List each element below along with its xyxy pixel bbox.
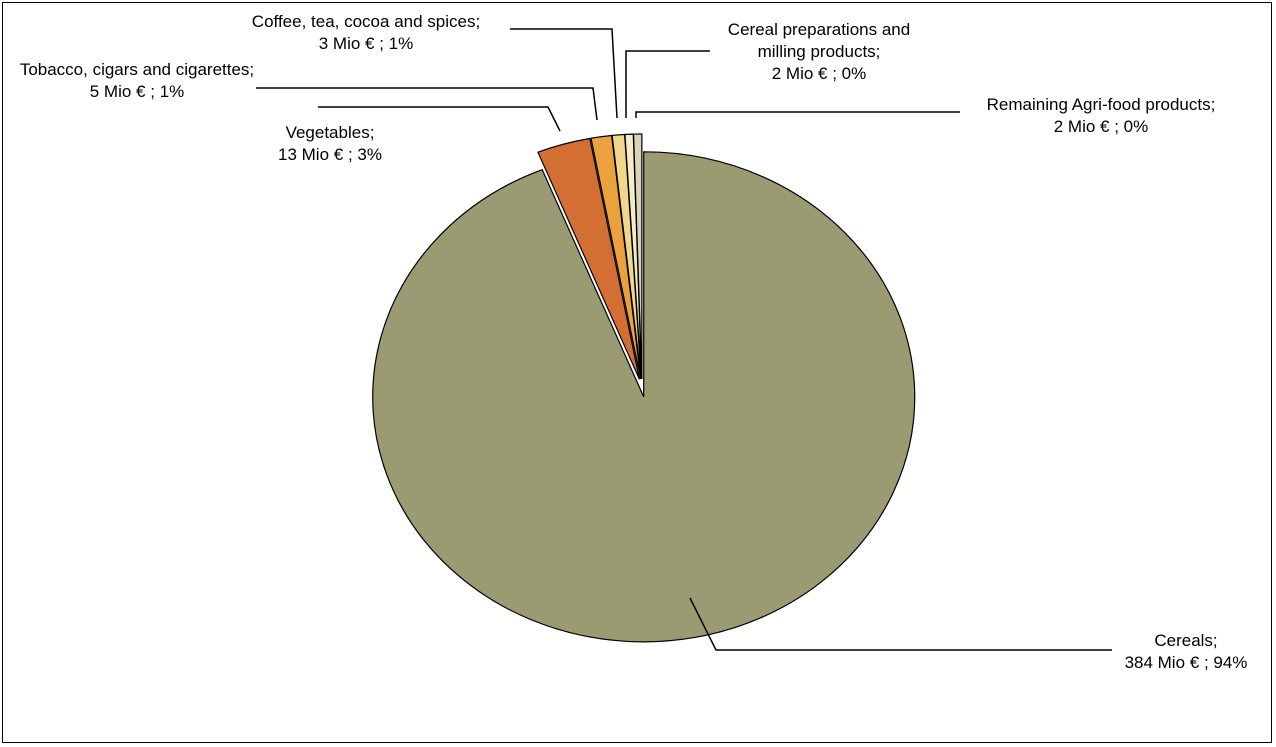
data-label-vegetables: Vegetables; 13 Mio € ; 3%	[278, 123, 382, 164]
data-label-cereals: Cereals; 384 Mio € ; 94%	[1125, 631, 1248, 672]
data-label-line: milling products;	[758, 42, 881, 61]
labels-layer: Cereals; 384 Mio € ; 94% Vegetables; 13 Mio…	[20, 12, 1248, 672]
leader-line-cereal-preparations-and-milling-products	[625, 50, 710, 118]
data-label-line: 3 Mio € ; 1%	[319, 34, 414, 53]
leader-line-cereals	[689, 597, 1112, 651]
pie-slice-remaining-agri-food-products	[632, 133, 643, 380]
data-label-line: Cereal preparations and	[728, 20, 910, 39]
leader-line-remaining-agri-food-products	[635, 111, 960, 118]
data-label-line: Cereals;	[1154, 631, 1217, 650]
data-label-line: 5 Mio € ; 1%	[90, 82, 185, 101]
leaders-layer	[256, 28, 1112, 651]
data-label-line: 384 Mio € ; 94%	[1125, 653, 1248, 672]
data-label-line: 2 Mio € ; 0%	[772, 64, 867, 83]
leader-line-tobacco-cigars-and-cigarettes	[256, 87, 598, 121]
data-label-line: Remaining Agri-food products;	[987, 95, 1216, 114]
pie-slice-cereals	[372, 151, 916, 643]
leader-line-coffee-tea-cocoa-and-spices	[510, 28, 618, 119]
data-label-line: Tobacco, cigars and cigarettes;	[20, 60, 254, 79]
leader-line-vegetables	[318, 106, 561, 132]
data-label-tobacco-cigars-and-cigarettes: Tobacco, cigars and cigarettes; 5 Mio € ;…	[20, 60, 254, 101]
data-label-line: 13 Mio € ; 3%	[278, 145, 382, 164]
data-label-line: 2 Mio € ; 0%	[1054, 117, 1149, 136]
data-label-line: Coffee, tea, cocoa and spices;	[252, 12, 480, 31]
data-label-remaining-agri-food-products: Remaining Agri-food products; 2 Mio € ; 0…	[987, 95, 1216, 136]
data-label-coffee-tea-cocoa-and-spices: Coffee, tea, cocoa and spices; 3 Mio € ; …	[252, 12, 480, 53]
slices-layer	[372, 133, 916, 643]
pie-slice-vegetables	[537, 137, 641, 380]
data-label-line: Vegetables;	[286, 123, 375, 142]
data-label-cereal-preparations-and-milling-products: Cereal preparations and milling products;…	[728, 20, 910, 83]
